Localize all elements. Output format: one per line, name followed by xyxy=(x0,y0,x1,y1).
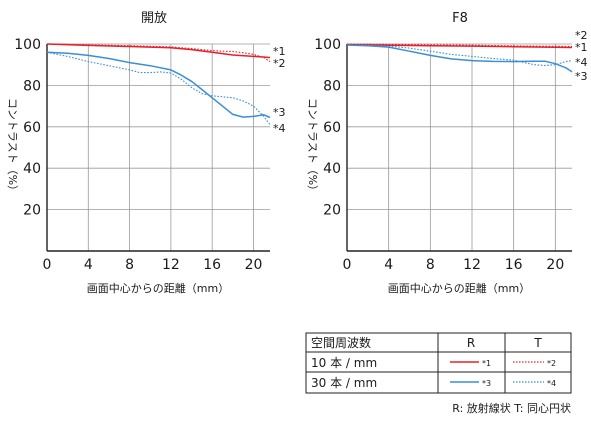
chart-series xyxy=(346,43,573,73)
legend-marker-2: *2 xyxy=(547,359,556,368)
legend-header-t: T xyxy=(533,336,542,350)
y-tick-label: 60 xyxy=(323,120,341,136)
y-tick-label: 40 xyxy=(23,161,41,177)
x-axis-label: 画面中心からの距離（mm） xyxy=(388,281,530,295)
series-line-n2 xyxy=(346,43,573,48)
series-end-label: *2 xyxy=(575,29,588,42)
chart-grid xyxy=(46,43,270,252)
y-tick-label: 100 xyxy=(14,37,41,53)
series-end-label: *1 xyxy=(273,45,286,58)
x-tick-label: 16 xyxy=(203,257,221,273)
legend-table: 空間周波数 R T 10 本 / mm *1 *2 30 本 / mm *3 *… xyxy=(305,332,572,394)
series-end-label: *1 xyxy=(575,41,588,54)
y-tick-label: 40 xyxy=(323,161,341,177)
x-tick-label: 20 xyxy=(546,257,564,273)
series-line-n3 xyxy=(346,44,573,73)
x-axis-label: 画面中心からの距離（mm） xyxy=(87,281,229,295)
legend-marker-1: *1 xyxy=(482,359,491,368)
x-tick-label: 0 xyxy=(343,257,352,273)
x-tick-label: 16 xyxy=(505,257,523,273)
legend-marker-4: *4 xyxy=(547,379,556,388)
series-line-n1 xyxy=(46,43,271,59)
series-end-label: *4 xyxy=(273,122,286,135)
legend-row-30-label: 30 本 / mm xyxy=(311,376,377,390)
x-tick-label: 4 xyxy=(84,257,93,273)
y-tick-labels: 20 40 60 80 100 xyxy=(314,37,341,219)
y-tick-label: 80 xyxy=(323,78,341,94)
series-line-n4 xyxy=(346,44,573,67)
y-tick-labels: 20 40 60 80 100 xyxy=(14,37,41,219)
series-end-labels: *1*2 *3 *4 xyxy=(273,45,286,135)
y-tick-label: 20 xyxy=(23,203,41,219)
legend-header-frequency: 空間周波数 xyxy=(311,335,371,350)
x-tick-labels: 0 4 8 12 16 20 xyxy=(43,257,263,273)
chart-title: F8 xyxy=(452,11,468,26)
x-tick-label: 0 xyxy=(43,257,52,273)
series-line-n1 xyxy=(346,43,573,49)
series-line-n4 xyxy=(46,51,271,126)
series-end-label: *3 xyxy=(575,70,588,83)
chart-title: 開放 xyxy=(141,11,167,26)
legend-row-10-label: 10 本 / mm xyxy=(311,356,377,370)
y-tick-label: 80 xyxy=(23,78,41,94)
x-tick-label: 8 xyxy=(426,257,435,273)
footnote: R: 放射線状 T: 同心円状 xyxy=(452,401,571,415)
x-tick-label: 4 xyxy=(384,257,393,273)
series-end-label: *4 xyxy=(575,56,588,69)
x-tick-labels: 0 4 8 12 16 20 xyxy=(343,257,565,273)
series-line-n2 xyxy=(46,43,271,63)
series-end-labels: *2*1 *4*3 xyxy=(575,29,588,83)
x-tick-label: 8 xyxy=(125,257,134,273)
x-tick-label: 20 xyxy=(245,257,263,273)
y-tick-label: 100 xyxy=(314,37,341,53)
chart-series xyxy=(46,43,271,126)
chart-grid xyxy=(346,43,572,252)
series-end-label: *3 xyxy=(273,106,286,119)
y-axis-label: コントラスト（%） xyxy=(306,98,319,196)
chart-wide-open: 開放 20 40 60 80 100 0 4 8 12 16 20 *1*2 *3 *4 画面中心から… xyxy=(6,11,286,295)
y-tick-label: 60 xyxy=(23,120,41,136)
legend-marker-3: *3 xyxy=(482,379,491,388)
y-axis-label: コントラスト（%） xyxy=(6,98,19,196)
legend-header-r: R xyxy=(467,336,475,350)
series-line-n3 xyxy=(46,51,271,119)
y-tick-label: 20 xyxy=(323,203,341,219)
series-end-label: *2 xyxy=(273,57,286,70)
x-tick-label: 12 xyxy=(463,257,481,273)
chart-f8: F8 20 40 60 80 100 0 4 8 12 16 20 *2*1 *4*3 画面中心から… xyxy=(306,11,588,295)
x-tick-label: 12 xyxy=(162,257,180,273)
